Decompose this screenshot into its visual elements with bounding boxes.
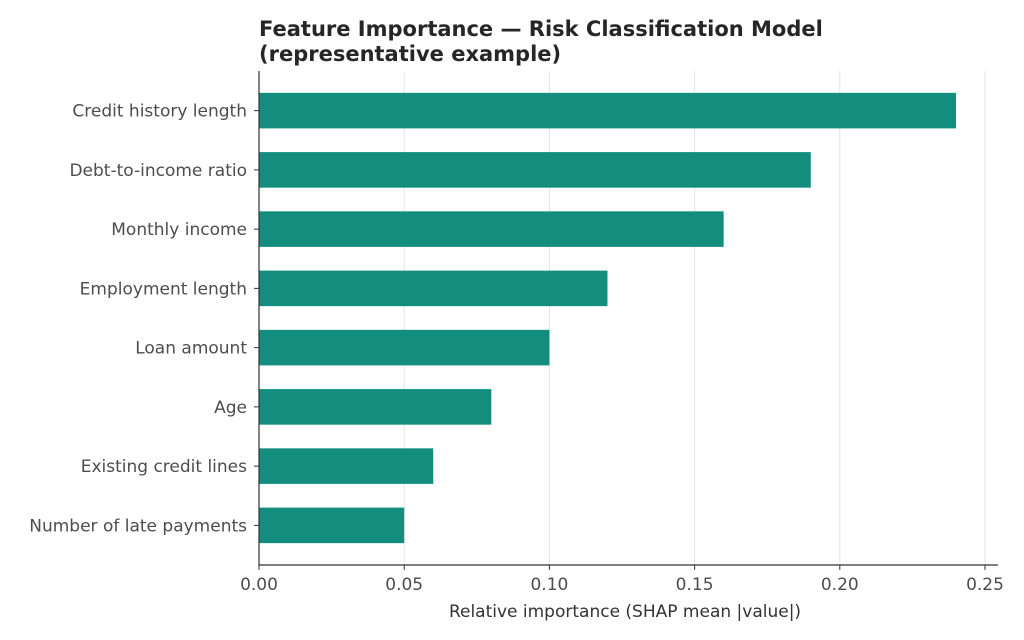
- bar: [259, 152, 811, 188]
- y-tick-label: Loan amount: [135, 339, 247, 359]
- y-tick-label: Employment length: [80, 279, 247, 299]
- y-tick-label: Monthly income: [111, 220, 247, 240]
- x-tick-label: 0.15: [676, 575, 714, 595]
- axes: [258, 71, 998, 566]
- bar: [259, 448, 434, 484]
- bars: [259, 92, 956, 544]
- bar: [259, 92, 956, 129]
- chart-title-line-1: Feature Importance — Risk Classification…: [259, 17, 823, 41]
- x-tick-label: 0.10: [530, 575, 568, 595]
- x-axis-label: Relative importance (SHAP mean |value|): [449, 602, 801, 622]
- bar: [259, 270, 608, 307]
- y-tick-label: Number of late payments: [29, 516, 247, 536]
- x-tick-label: 0.25: [966, 575, 1004, 595]
- y-tick-label: Credit history length: [72, 102, 247, 122]
- bar: [259, 389, 492, 425]
- x-tick-label: 0.00: [240, 575, 278, 595]
- bar: [259, 211, 724, 247]
- x-tick-label: 0.05: [385, 575, 423, 595]
- grid-lines: [403, 71, 986, 565]
- chart-title-line-2: (representative example): [259, 42, 561, 66]
- bar: [259, 507, 405, 544]
- y-tick-label: Existing credit lines: [81, 457, 247, 477]
- x-tick-label: 0.20: [821, 575, 859, 595]
- y-tick-label: Age: [214, 398, 247, 418]
- y-tick-labels: Credit history length Debt-to-income rati…: [29, 102, 259, 536]
- bar: [259, 329, 550, 366]
- x-tick-labels: 0.00 0.05 0.10 0.15 0.20 0.25: [240, 565, 1004, 595]
- y-tick-label: Debt-to-income ratio: [69, 161, 247, 181]
